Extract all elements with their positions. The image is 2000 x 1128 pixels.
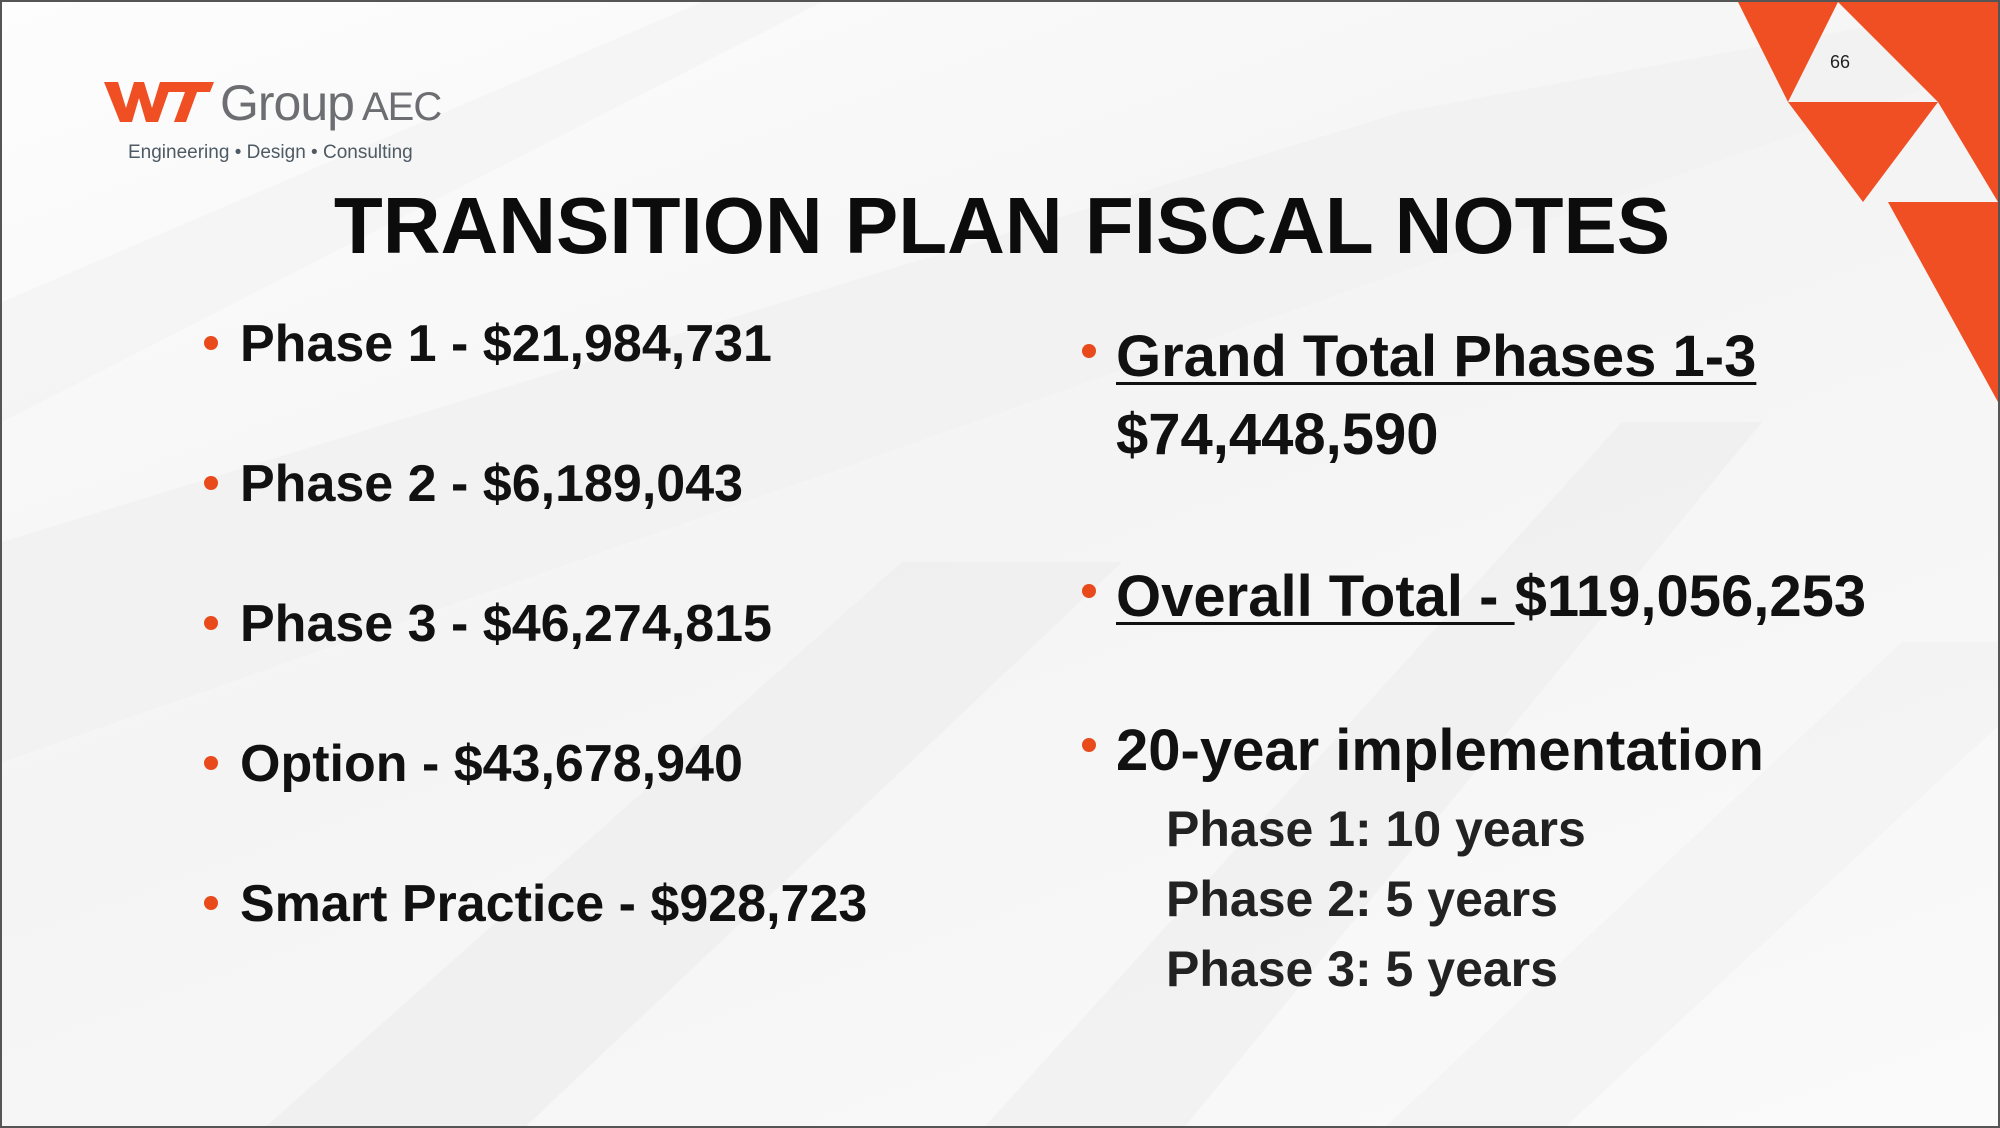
totals-list: Grand Total Phases 1-3 $74,448,590 Overa… [1080,318,1866,1004]
list-item-phase-1: Phase 1 - $21,984,731 [202,314,867,454]
bullet-dot-icon [204,756,218,770]
grand-total-value: $74,448,590 [1116,402,1439,467]
list-item-label: Smart Practice - $928,723 [240,875,868,933]
corner-triangles-graphic [1738,2,1998,402]
overall-total-value: $119,056,253 [1514,564,1867,629]
phase-cost-list: Phase 1 - $21,984,731 Phase 2 - $6,189,0… [202,314,867,1014]
list-item-label: Phase 1 - $21,984,731 [240,315,772,373]
implementation-label: 20-year implementation [1116,718,1764,783]
wt-logo-mark [104,82,214,122]
bullet-dot-icon [1082,584,1096,598]
company-logo: Group AEC Engineering • Design • Consulti… [104,75,484,168]
implementation-phase-1: Phase 1: 10 years [1166,801,1586,857]
list-item-label: Phase 2 - $6,189,043 [240,455,744,513]
grand-total-item: Grand Total Phases 1-3 $74,448,590 [1080,318,1866,558]
logo-group-text: Group [220,75,355,131]
list-item-option: Option - $43,678,940 [202,734,867,874]
implementation-phases: Phase 1: 10 years Phase 2: 5 years Phase… [1166,794,1866,1004]
overall-total-label: Overall Total - [1116,564,1515,629]
list-item-label: Option - $43,678,940 [240,735,743,793]
bullet-dot-icon [1082,738,1096,752]
list-item-phase-3: Phase 3 - $46,274,815 [202,594,867,734]
slide-title: TRANSITION PLAN FISCAL NOTES [333,181,1671,270]
list-item-phase-2: Phase 2 - $6,189,043 [202,454,867,594]
bullet-dot-icon [204,896,218,910]
bullet-dot-icon [204,336,218,350]
overall-total-item: Overall Total - $119,056,253 [1080,558,1866,712]
bullet-dot-icon [1082,344,1096,358]
logo-tagline: Engineering • Design • Consulting [128,142,413,163]
bullet-dot-icon [204,616,218,630]
implementation-item: 20-year implementation [1080,712,1866,790]
list-item-label: Phase 3 - $46,274,815 [240,595,772,653]
logo-name: Group AEC [220,74,442,132]
implementation-phase-2: Phase 2: 5 years [1166,871,1558,927]
logo-suffix-text: AEC [361,85,442,129]
implementation-phase-3: Phase 3: 5 years [1166,941,1558,997]
list-item-smart-practice: Smart Practice - $928,723 [202,874,867,1014]
grand-total-label: Grand Total Phases 1-3 [1116,324,1757,389]
bullet-dot-icon [204,476,218,490]
page-number: 66 [1830,52,1851,72]
